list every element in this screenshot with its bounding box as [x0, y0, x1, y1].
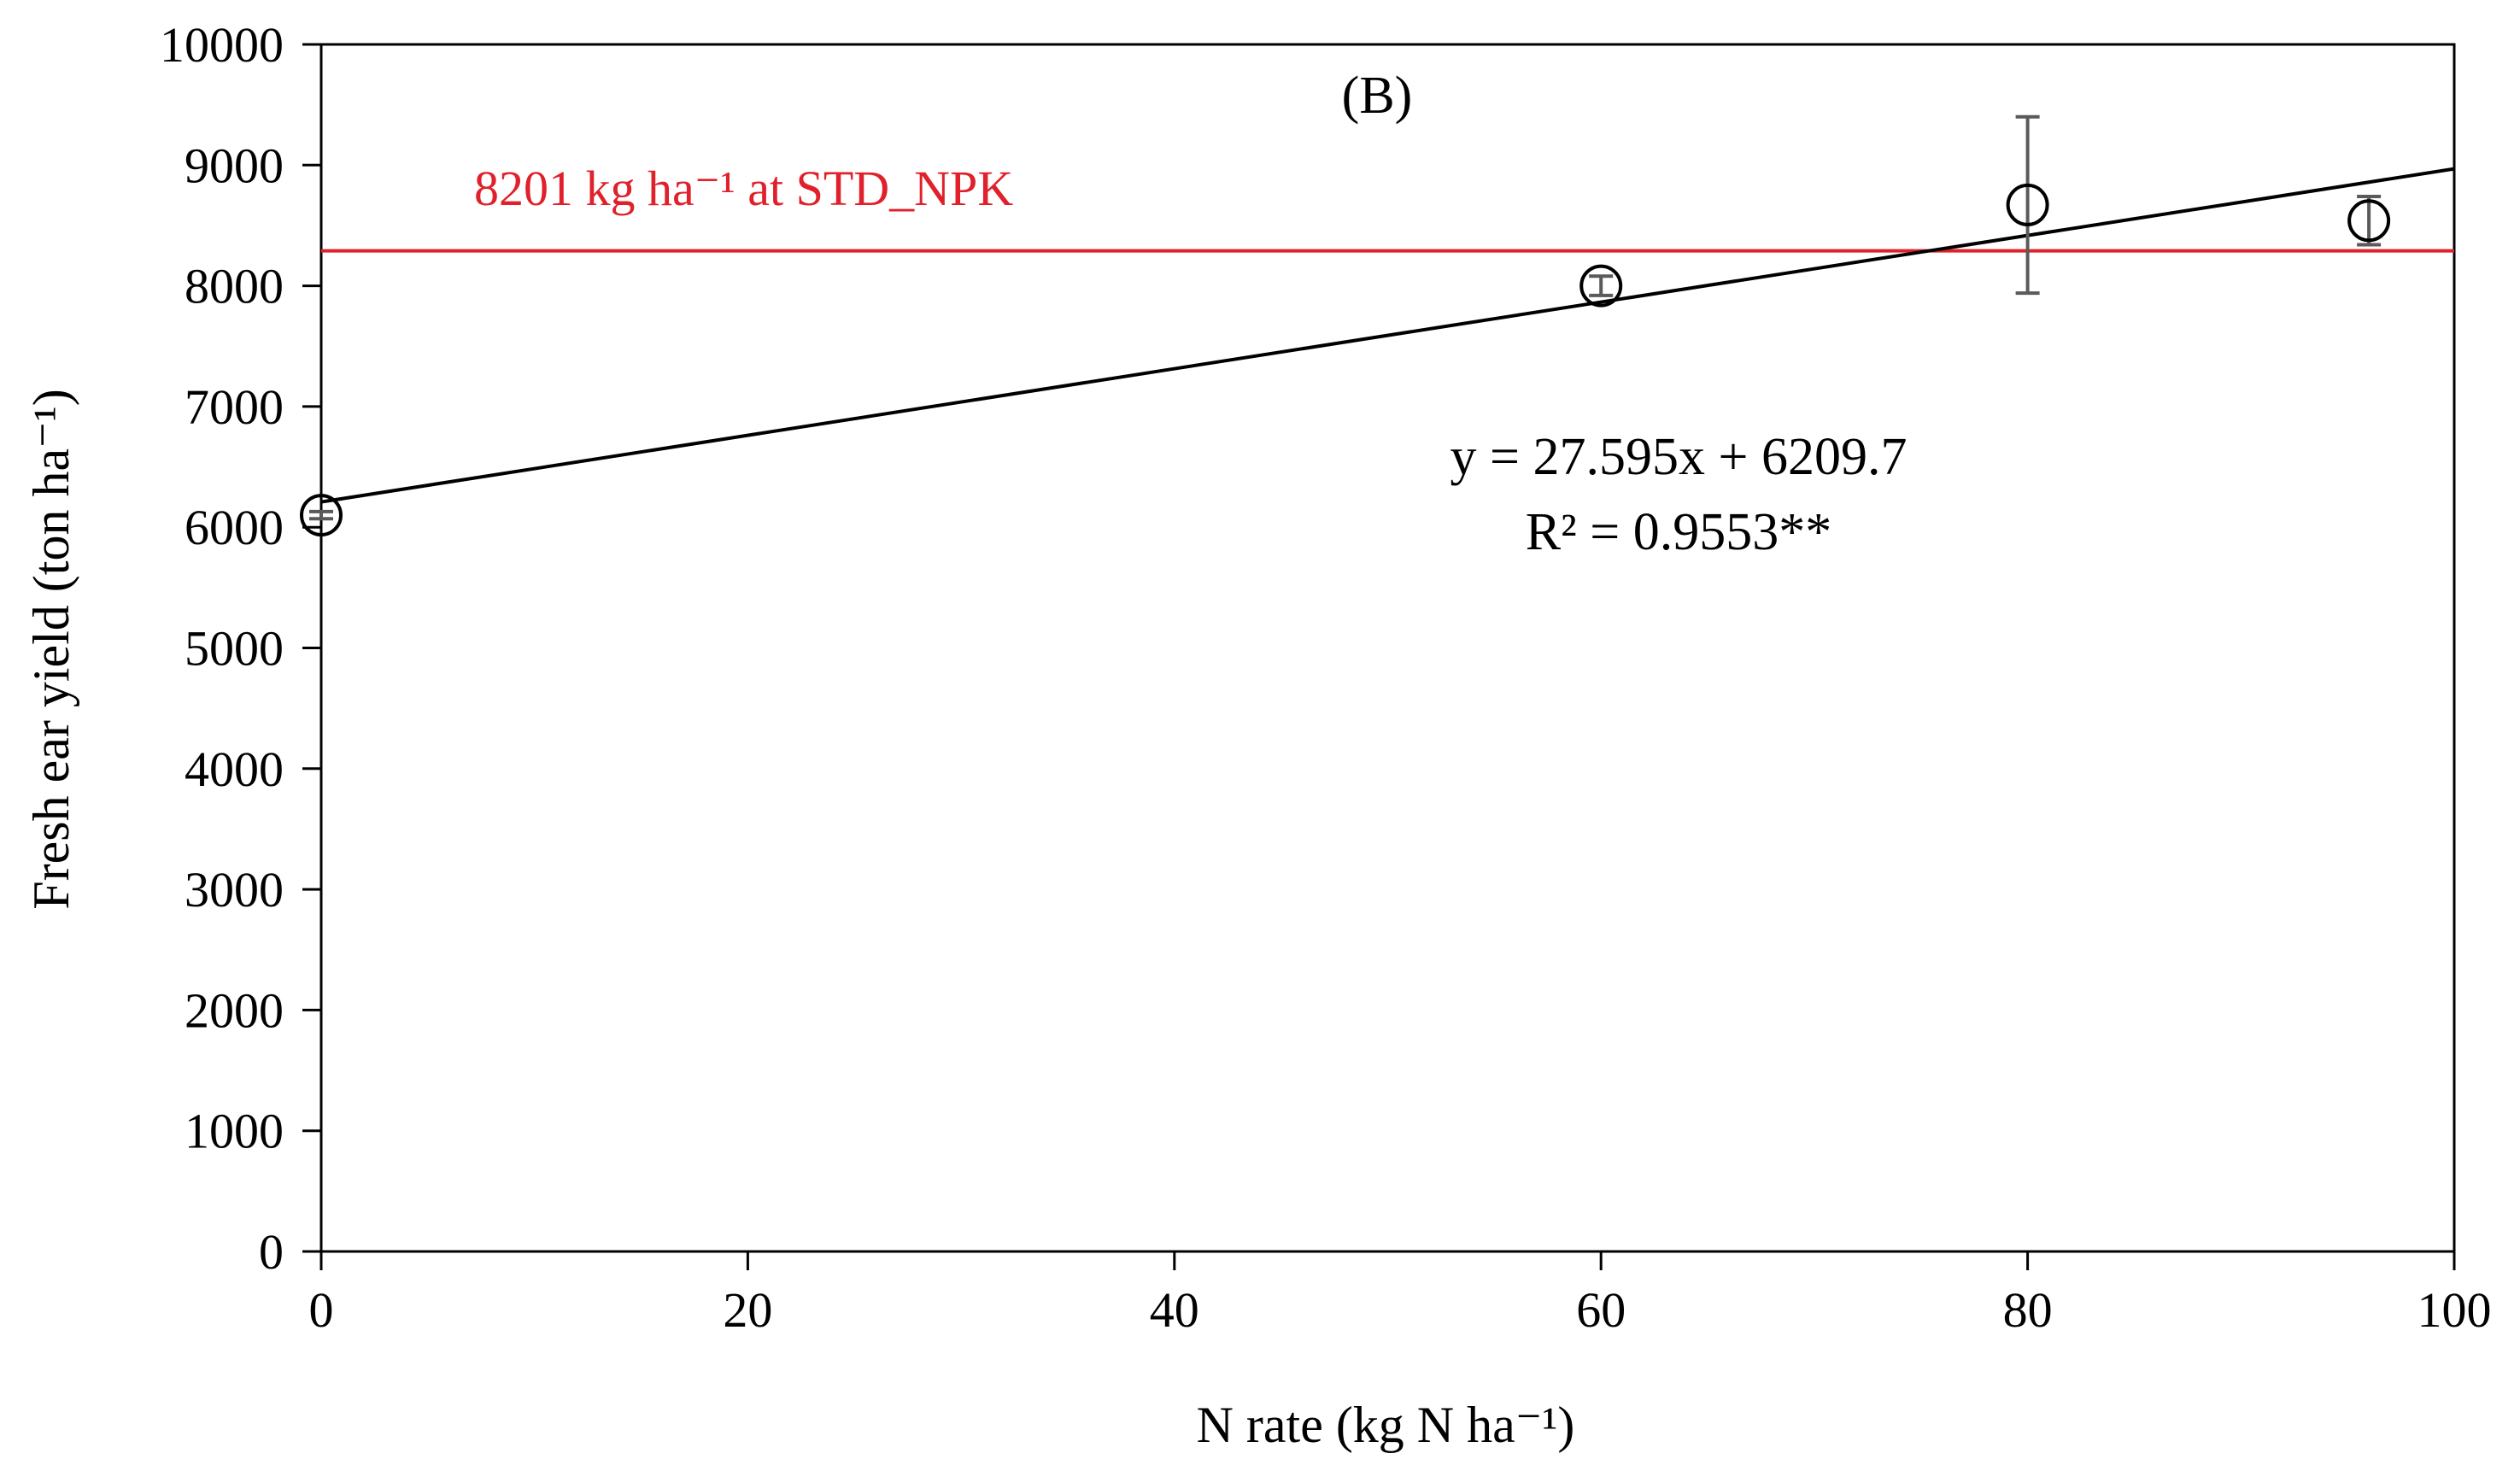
data-point [1579, 264, 1623, 308]
y-tick-label: 6000 [185, 500, 284, 555]
y-tick-label: 10000 [160, 17, 284, 73]
x-tick-label: 0 [309, 1282, 334, 1338]
x-axis-label: N rate (kg N ha⁻¹) [1197, 1397, 1575, 1453]
panel-label: (B) [1342, 67, 1413, 125]
y-axis-label: Fresh ear yield (ton ha⁻¹) [23, 389, 79, 909]
y-tick-label: 9000 [185, 138, 284, 193]
trend-equation: y = 27.595x + 6209.7 [1450, 428, 1908, 486]
trendline-layer [320, 167, 2455, 504]
data-point [2006, 183, 2049, 226]
reference-line-label: 8201 kg ha⁻¹ at STD_NPK [474, 161, 1013, 216]
data-point [300, 494, 343, 537]
x-tick-label: 40 [1150, 1282, 1199, 1338]
y-tick-label: 3000 [185, 862, 284, 917]
y-tick-label: 0 [259, 1224, 284, 1280]
plot-frame [319, 43, 2456, 1253]
y-tick-label: 8000 [185, 259, 284, 314]
x-tick-label: 20 [723, 1282, 772, 1338]
y-tick-label: 7000 [185, 379, 284, 435]
trend-r2: R² = 0.9553** [1526, 503, 1831, 561]
y-tick-label: 1000 [185, 1104, 284, 1159]
axes-layer: 0 20 40 60 80 1000100020003000400050006000700… [160, 17, 2492, 1338]
trend-line [320, 167, 2455, 504]
points-layer [300, 114, 2391, 537]
y-tick-label: 2000 [185, 982, 284, 1038]
x-tick-label: 60 [1576, 1282, 1626, 1338]
y-tick-label: 4000 [185, 741, 284, 797]
x-tick-label: 80 [2003, 1282, 2053, 1338]
data-point [2347, 199, 2391, 243]
x-tick-label: 100 [2417, 1282, 2492, 1338]
y-tick-label: 5000 [185, 621, 284, 677]
